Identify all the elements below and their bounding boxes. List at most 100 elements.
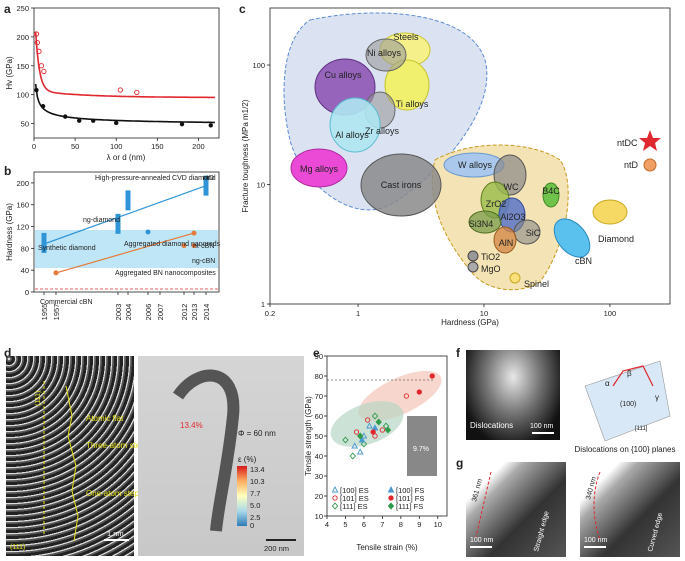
al-alloys-region xyxy=(329,97,381,153)
x-axis-label-e: Tensile strain (%) xyxy=(356,543,418,552)
label-mgo: MgO xyxy=(481,264,501,274)
fit-curve-a-0 xyxy=(34,31,215,99)
label-ngcbn: ng-cBN xyxy=(192,258,215,265)
y-tick-label-b: 0 xyxy=(25,288,29,297)
legend-marker-e xyxy=(387,486,395,493)
x-tick-label-a: 100 xyxy=(110,142,123,151)
data-point-e xyxy=(375,418,382,426)
mg-alloys-region xyxy=(290,148,348,188)
x-tick-label-c: 100 xyxy=(604,309,617,318)
y-tick-label-e: 10 xyxy=(315,512,323,521)
cbn-point-mark xyxy=(53,270,59,276)
x-tick-label-a: 50 xyxy=(71,142,79,151)
data-point-e xyxy=(349,452,357,460)
label-mg-alloys: Mg alloys xyxy=(300,164,339,174)
panel-label-f: f xyxy=(456,346,460,360)
label-miller2: (111) xyxy=(10,544,25,551)
label-dislocations: Dislocations xyxy=(470,421,513,430)
data-point-e xyxy=(429,373,435,379)
si3n4-region xyxy=(468,210,502,234)
hrtem-image xyxy=(6,356,134,556)
surface-trace xyxy=(65,385,79,542)
legend-marker-e xyxy=(387,502,395,510)
y-tick-label-c: 10 xyxy=(257,181,265,190)
legend-label-e: [101] FS xyxy=(396,494,424,503)
legend-label-e: [100] ES xyxy=(340,486,369,495)
y-tick-label-b: 200 xyxy=(16,179,29,188)
label-agg-diamond: Aggregated diamond nanorods xyxy=(124,241,221,248)
data-point-e xyxy=(342,436,349,444)
data-point-a-black xyxy=(34,87,39,93)
label-diamond: Diamond xyxy=(598,234,634,244)
diamond-bar-mark xyxy=(41,232,47,253)
label-hp-annealed: High-pressure-annealed CVD diamond xyxy=(95,175,216,182)
y-tick-label-b: 120 xyxy=(16,223,29,232)
aln-region xyxy=(493,226,517,254)
legend-marker-e xyxy=(332,495,338,501)
label-planes-caption: Dislocations on {100} planes xyxy=(575,445,676,454)
ti-alloys-region xyxy=(384,59,430,111)
legend-marker-e xyxy=(331,486,339,493)
label-ti-alloys: Ti alloys xyxy=(396,99,429,109)
data-point-a-black xyxy=(77,118,82,123)
inset-image xyxy=(407,416,437,476)
x-tick-label-e: 4 xyxy=(325,520,329,529)
y-tick-label-e: 70 xyxy=(315,392,323,401)
dislocation-lines xyxy=(612,365,654,387)
data-point-a-black xyxy=(179,121,185,127)
data-point-e xyxy=(366,422,373,429)
y-tick-label-b: 40 xyxy=(21,266,29,275)
y-tick-label-e: 60 xyxy=(315,412,323,421)
label-gamma: γ xyxy=(655,393,659,402)
straight-edge-line xyxy=(475,471,492,538)
y-axis-label-b: Hardness (GPa) xyxy=(5,203,14,261)
x-tick-label-b: 2013 xyxy=(190,304,199,321)
label-wc: WC xyxy=(504,182,519,192)
legend-ntdc-label: ntDC xyxy=(617,138,638,148)
data-point-e xyxy=(384,426,392,434)
x-tick-label-b: 1955 xyxy=(40,304,49,321)
cast-irons-region xyxy=(360,153,442,217)
data-point-e xyxy=(416,389,422,395)
x-axis-label-c: Hardness (GPa) xyxy=(441,318,499,327)
label-ngd: ng-diamond xyxy=(83,217,120,224)
label-cast-irons: Cast irons xyxy=(381,180,422,190)
legend-label-e: [100] FS xyxy=(396,486,424,495)
label-commercial: Commercial cBN xyxy=(40,299,93,306)
nanowire-shape xyxy=(173,369,240,532)
data-point-a-black xyxy=(91,118,96,123)
plot-frame-c xyxy=(269,7,671,305)
label-scale2: 200 nm xyxy=(264,544,289,553)
panel-f-right-diagram: α β γ (100) [111] Dislocations on {100} … xyxy=(575,360,676,454)
label-plane: (100) xyxy=(620,401,636,408)
x-axis-label-a: λ or d (nm) xyxy=(107,153,146,162)
x-tick-label-b: 2012 xyxy=(180,304,189,321)
label-sic: SiC xyxy=(526,228,541,238)
label-scale1: 1 nm xyxy=(107,529,124,538)
diamond-bar-mark xyxy=(125,190,131,211)
data-point-e xyxy=(370,429,376,435)
diamond-bar-mark xyxy=(115,213,121,234)
es-envelope xyxy=(330,401,404,447)
y-tick-label-c: 100 xyxy=(252,61,265,70)
data-point-e xyxy=(360,440,368,448)
x-tick-label-a: 150 xyxy=(151,142,164,151)
label-alpha: α xyxy=(605,379,610,388)
x-tick-label-a: 0 xyxy=(32,142,36,151)
data-point-e xyxy=(364,417,371,423)
diamond-region xyxy=(592,199,628,225)
x-tick-label-b: 2007 xyxy=(156,304,165,321)
x-tick-label-e: 7 xyxy=(380,520,384,529)
label-right-scale: 100 nm xyxy=(584,537,608,544)
panel-label-a: a xyxy=(4,2,11,16)
y-tick-label-e: 40 xyxy=(315,452,323,461)
x-tick-label-e: 8 xyxy=(399,520,403,529)
data-point-a-red xyxy=(117,87,123,93)
cbar-tick-2: 7.7 xyxy=(250,489,260,498)
legend-ntd-label: ntD xyxy=(624,160,639,170)
cbar-tick-0: 13.4 xyxy=(250,465,265,474)
y-axis-label-c: Fracture toughness (MPa m1/2) xyxy=(241,99,250,212)
fit-curve-a-1 xyxy=(34,83,215,124)
label-cu-alloys: Cu alloys xyxy=(324,70,362,80)
panel-d-right-overlay: Φ = 60 nm 13.4% ε (%) 13.4 10.3 7.7 5.0 … xyxy=(173,369,296,553)
